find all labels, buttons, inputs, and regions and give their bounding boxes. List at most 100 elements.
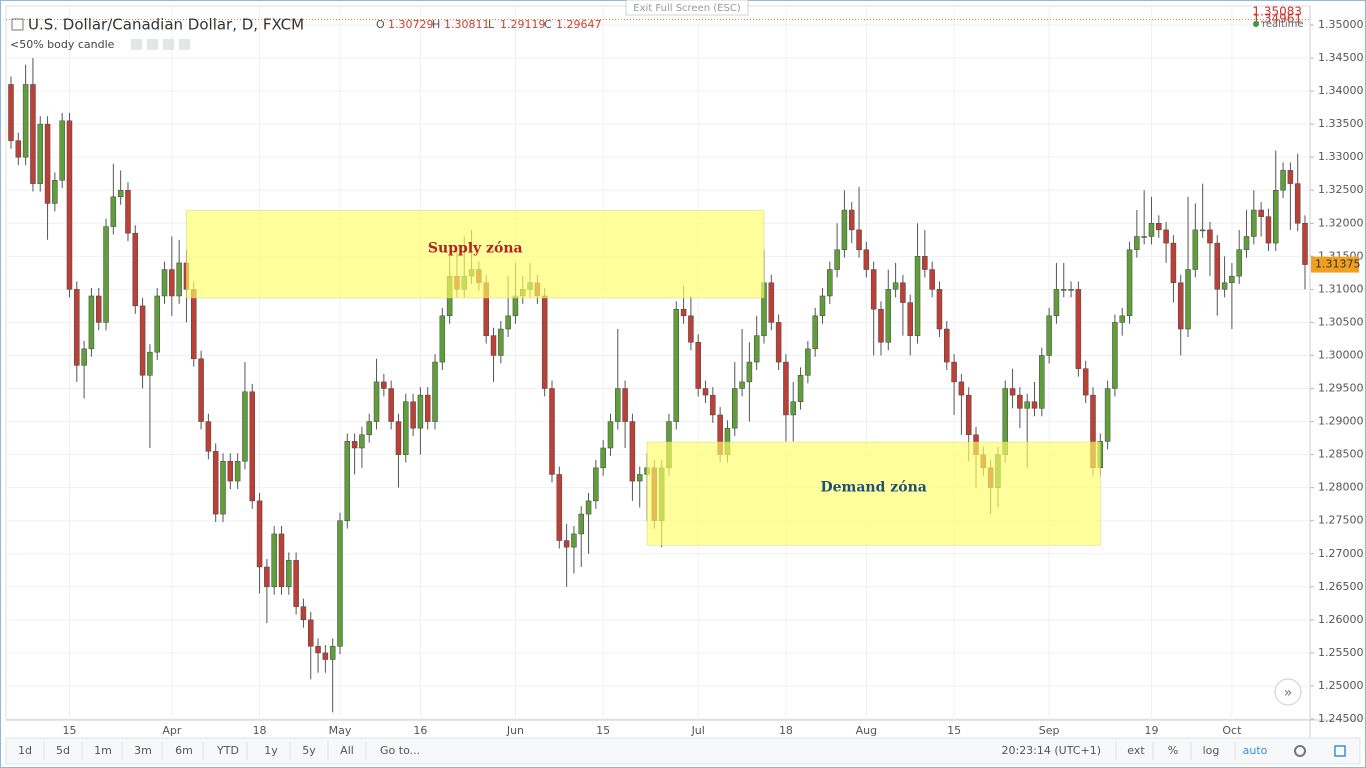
candle-body bbox=[373, 381, 380, 422]
settings-button[interactable] bbox=[1294, 745, 1306, 757]
scroll-button[interactable] bbox=[1274, 678, 1302, 706]
candle-body bbox=[512, 295, 519, 317]
x-tick-label: Sep bbox=[1039, 724, 1060, 737]
legend-value: 1.29119 bbox=[500, 18, 546, 31]
candle-body bbox=[403, 401, 409, 455]
symbol-icon bbox=[11, 18, 24, 31]
range-button[interactable]: 6m bbox=[175, 744, 193, 757]
candle-body bbox=[753, 335, 760, 363]
candle-body bbox=[848, 209, 855, 231]
candle-body bbox=[819, 295, 826, 317]
candle-body bbox=[103, 226, 109, 323]
candle-body bbox=[1243, 236, 1250, 250]
candle-body bbox=[1156, 223, 1162, 231]
candle-body bbox=[922, 256, 928, 270]
candle-body bbox=[841, 209, 848, 250]
candle-body bbox=[549, 388, 555, 475]
indicator-button[interactable] bbox=[131, 39, 142, 50]
y-tick-label: 1.34500 bbox=[1318, 51, 1364, 64]
candle-body bbox=[944, 328, 950, 363]
indicator-button[interactable] bbox=[179, 39, 190, 50]
legend-key: O bbox=[376, 18, 385, 31]
fullscreen-hint[interactable]: Exit Full Screen (ESC) bbox=[633, 3, 741, 14]
candle-body bbox=[578, 513, 584, 535]
option-button[interactable]: log bbox=[1203, 744, 1220, 757]
y-tick-label: 1.27500 bbox=[1318, 514, 1364, 527]
y-tick-label: 1.34000 bbox=[1318, 84, 1364, 97]
candle-body bbox=[710, 394, 716, 416]
candle-body bbox=[234, 460, 241, 482]
option-button[interactable]: ext bbox=[1127, 744, 1145, 757]
y-tick-label: 1.32000 bbox=[1318, 216, 1364, 229]
range-button[interactable]: 1m bbox=[94, 744, 112, 757]
y-tick-label: 1.29500 bbox=[1318, 382, 1364, 395]
option-button[interactable]: % bbox=[1168, 744, 1178, 757]
candle-body bbox=[1126, 249, 1133, 317]
range-button[interactable]: 1d bbox=[18, 744, 32, 757]
status: realtime bbox=[1262, 19, 1304, 30]
scroll-icon: » bbox=[1284, 685, 1293, 701]
candle-body bbox=[856, 229, 862, 250]
x-tick-label: Jul bbox=[691, 724, 705, 737]
candle-body bbox=[1229, 275, 1235, 284]
candle-body bbox=[388, 388, 394, 422]
candle-body bbox=[1163, 229, 1169, 244]
candle-body bbox=[30, 84, 36, 184]
candle-body bbox=[286, 560, 292, 588]
candle-body bbox=[571, 533, 577, 548]
candle-body bbox=[417, 394, 424, 429]
candle-body bbox=[702, 388, 709, 396]
range-button[interactable]: All bbox=[340, 744, 354, 757]
candle-body bbox=[15, 140, 22, 158]
candle-body bbox=[22, 84, 29, 158]
candle-body bbox=[812, 315, 818, 350]
candle-body bbox=[52, 180, 58, 204]
candle-body bbox=[1170, 242, 1177, 284]
candle-body bbox=[629, 421, 636, 482]
candle-body bbox=[1192, 229, 1199, 270]
range-button[interactable]: 5d bbox=[56, 744, 70, 757]
y-tick-label: 1.25500 bbox=[1318, 646, 1364, 659]
range-button[interactable]: 3m bbox=[134, 744, 152, 757]
candle-body bbox=[885, 289, 892, 343]
candle-body bbox=[351, 441, 358, 449]
range-button[interactable]: 5y bbox=[302, 744, 316, 757]
candle-body bbox=[834, 249, 840, 270]
candle-body bbox=[1265, 216, 1272, 244]
candle-body bbox=[775, 322, 782, 363]
fullscreen-button[interactable] bbox=[1334, 745, 1346, 757]
candle-body bbox=[278, 533, 285, 588]
candle-body bbox=[914, 256, 921, 336]
indicator-button[interactable] bbox=[147, 39, 158, 50]
candle-body bbox=[95, 295, 102, 323]
candle-body bbox=[1148, 223, 1155, 237]
zone bbox=[186, 210, 765, 299]
candle-body bbox=[264, 566, 270, 588]
candle-body bbox=[965, 394, 972, 436]
candle-body bbox=[132, 232, 139, 307]
option-button[interactable]: auto bbox=[1243, 744, 1268, 757]
x-tick-label: Apr bbox=[162, 724, 182, 737]
range-button[interactable]: 1y bbox=[264, 744, 278, 757]
candle-body bbox=[212, 451, 219, 515]
candle-body bbox=[680, 308, 687, 317]
candle-body bbox=[1199, 229, 1206, 232]
candle-body bbox=[169, 269, 175, 297]
candle-body bbox=[220, 460, 226, 515]
indicator-button[interactable] bbox=[163, 39, 174, 50]
candle-body bbox=[929, 269, 935, 290]
legend-value: 1.30729 bbox=[388, 18, 434, 31]
candle-body bbox=[1185, 269, 1191, 330]
goto-button[interactable]: Go to... bbox=[380, 744, 420, 757]
range-button[interactable]: YTD bbox=[216, 744, 239, 757]
x-tick-label: 16 bbox=[413, 724, 427, 737]
x-tick-label: Aug bbox=[856, 724, 877, 737]
alert-label: 1.35083 bbox=[1252, 5, 1302, 19]
candle-body bbox=[593, 467, 599, 502]
zone bbox=[646, 441, 1101, 546]
y-tick-label: 1.30500 bbox=[1318, 315, 1364, 328]
candle-body bbox=[805, 348, 811, 376]
toolbar bbox=[5, 737, 1361, 765]
